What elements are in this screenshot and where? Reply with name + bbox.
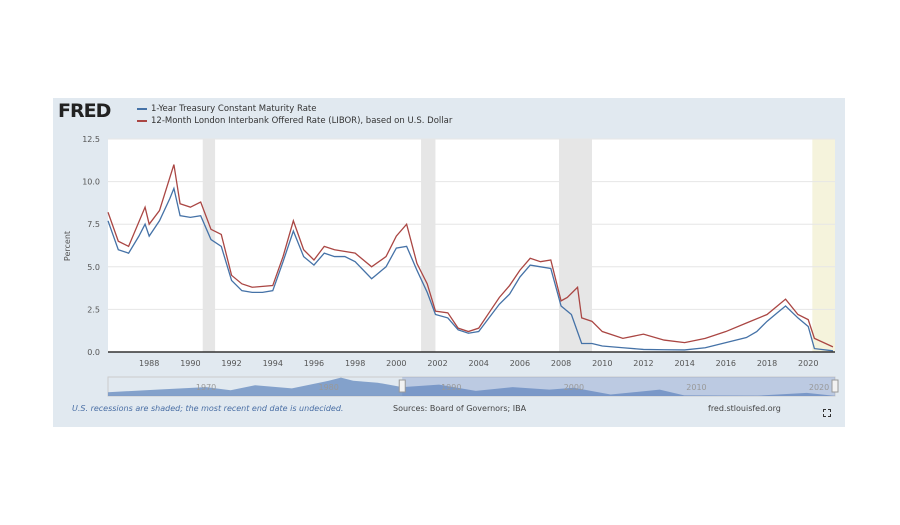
x-tick-label: 2006 xyxy=(510,359,530,368)
x-tick-label: 1990 xyxy=(180,359,200,368)
x-tick-label: 2014 xyxy=(674,359,694,368)
navigator-label: 2020 xyxy=(809,383,829,392)
y-tick-label: 7.5 xyxy=(87,220,100,229)
y-tick-label: 5.0 xyxy=(87,263,100,272)
recession-band xyxy=(202,139,216,352)
x-tick-label: 2018 xyxy=(757,359,777,368)
recession-note: U.S. recessions are shaded; the most rec… xyxy=(72,404,344,413)
x-tick-label: 2008 xyxy=(551,359,571,368)
navigator-area xyxy=(108,377,835,396)
x-tick-label: 2000 xyxy=(386,359,406,368)
y-tick-label: 0.0 xyxy=(87,348,100,357)
series-line-libor xyxy=(107,164,834,348)
recession-band xyxy=(559,139,592,352)
x-tick-label: 2012 xyxy=(633,359,653,368)
navigator-label: 1970 xyxy=(196,383,216,392)
legend-swatch xyxy=(137,120,147,122)
x-tick-label: 1988 xyxy=(139,359,159,368)
navigator-selection xyxy=(402,377,835,396)
plot-area xyxy=(108,139,835,352)
x-tick-label: 1998 xyxy=(345,359,365,368)
y-tick-label: 2.5 xyxy=(87,305,100,314)
y-tick-label: 10.0 xyxy=(82,178,100,187)
x-tick-label: 2002 xyxy=(427,359,447,368)
x-tick-label: 2010 xyxy=(592,359,612,368)
fred-logo[interactable]: FRED xyxy=(58,100,111,122)
x-tick-label: 1996 xyxy=(304,359,324,368)
recession-band xyxy=(421,139,436,352)
legend-label: 12-Month London Interbank Offered Rate (… xyxy=(151,116,453,126)
x-tick-label: 2020 xyxy=(798,359,818,368)
y-tick-label: 12.5 xyxy=(82,135,100,144)
fullscreen-icon[interactable] xyxy=(823,409,831,417)
navigator-handle[interactable] xyxy=(831,379,839,393)
site-link[interactable]: fred.stlouisfed.org xyxy=(708,404,781,413)
legend-item-treasury[interactable]: 1-Year Treasury Constant Maturity Rate xyxy=(137,104,316,114)
legend-item-libor[interactable]: 12-Month London Interbank Offered Rate (… xyxy=(137,116,452,126)
x-tick-label: 2016 xyxy=(716,359,736,368)
navigator-handle[interactable] xyxy=(398,379,406,393)
x-tick-label: 2004 xyxy=(469,359,489,368)
x-tick-label: 1994 xyxy=(263,359,283,368)
navigator-label: 2010 xyxy=(686,383,706,392)
sources: Sources: Board of Governors; IBA xyxy=(393,404,527,413)
legend-swatch xyxy=(137,108,147,110)
navigator-label: 1980 xyxy=(318,383,338,392)
x-tick-label: 1992 xyxy=(221,359,241,368)
y-axis-label: Percent xyxy=(63,231,72,261)
navigator-label: 2000 xyxy=(564,383,584,392)
series-line-treasury xyxy=(107,186,834,352)
navigator-label: 1990 xyxy=(441,383,461,392)
recession-band-open xyxy=(812,139,835,352)
legend-label: 1-Year Treasury Constant Maturity Rate xyxy=(151,104,317,114)
